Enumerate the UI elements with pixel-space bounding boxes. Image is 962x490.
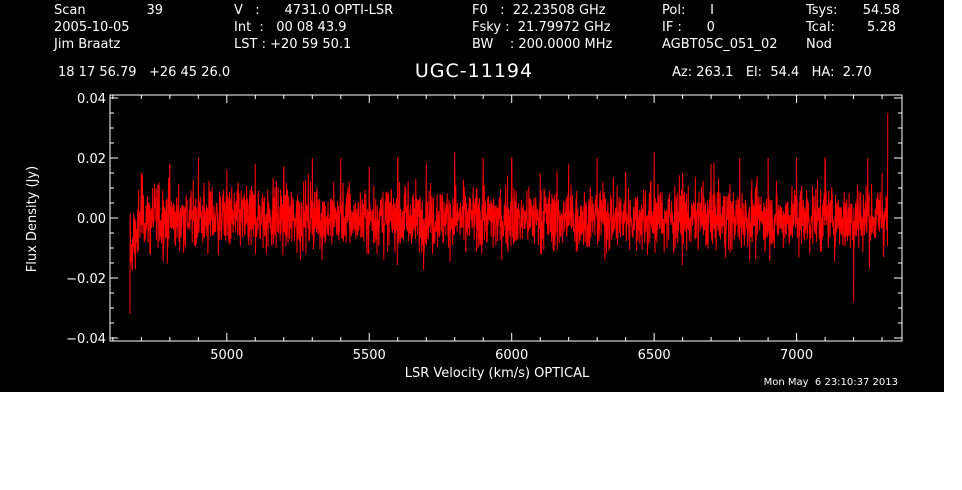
bandwidth-readout: BW : 200.0000 MHz bbox=[472, 37, 613, 52]
plot-timestamp: Mon May 6 23:10:37 2013 bbox=[763, 377, 898, 388]
scan-label: Scan bbox=[54, 3, 86, 18]
tcal-value: 5.28 bbox=[867, 20, 896, 35]
scan-number: 39 bbox=[146, 3, 163, 18]
y-tick-label: −0.02 bbox=[66, 272, 106, 287]
y-axis-label: Flux Density (Jy) bbox=[25, 166, 40, 272]
project-id: AGBT05C_051_02 bbox=[662, 37, 778, 52]
spectrum-trace bbox=[129, 112, 889, 315]
lst-readout: LST : +20 59 50.1 bbox=[234, 37, 352, 52]
observer-name: Jim Braatz bbox=[54, 37, 121, 52]
axis-ticks: 5000 5500 6000 6500 7000 −0.04 −0.02 0.00 0.02 0.… bbox=[66, 92, 902, 363]
velocity-readout: V : 4731.0 OPTI-LSR bbox=[234, 3, 394, 18]
x-tick-label: 6500 bbox=[638, 348, 671, 363]
if-readout: IF : 0 bbox=[662, 20, 715, 35]
x-tick-label: 5500 bbox=[353, 348, 386, 363]
x-axis-label: LSR Velocity (km/s) OPTICAL bbox=[405, 366, 590, 381]
tsys-label: Tsys: bbox=[806, 3, 838, 18]
x-tick-label: 7000 bbox=[780, 348, 813, 363]
observation-date: 2005-10-05 bbox=[54, 20, 130, 35]
plot-window: 5000 5500 6000 6500 7000 −0.04 −0.02 0.00 0.02 0.… bbox=[0, 0, 944, 392]
switching-mode: Nod bbox=[806, 37, 832, 52]
y-tick-label: 0.02 bbox=[77, 152, 106, 167]
tcal-label: Tcal: bbox=[806, 20, 835, 35]
x-tick-label: 5000 bbox=[210, 348, 243, 363]
rest-frequency-readout: F0 : 22.23508 GHz bbox=[472, 3, 606, 18]
integration-readout: Int : 00 08 43.9 bbox=[234, 20, 347, 35]
chart-title: UGC-11194 bbox=[414, 60, 534, 82]
pointing-readout: Az: 263.1 El: 54.4 HA: 2.70 bbox=[672, 65, 872, 80]
spectrum-trace-layer bbox=[129, 112, 889, 315]
spectrum-chart: 5000 5500 6000 6500 7000 −0.04 −0.02 0.00 0.02 0.… bbox=[25, 92, 903, 381]
y-tick-label: −0.04 bbox=[66, 332, 106, 347]
y-tick-label: 0.00 bbox=[77, 212, 106, 227]
sky-frequency-readout: Fsky : 21.79972 GHz bbox=[472, 20, 611, 35]
y-tick-label: 0.04 bbox=[77, 92, 106, 107]
x-tick-label: 6000 bbox=[495, 348, 528, 363]
tsys-value: 54.58 bbox=[862, 3, 900, 18]
source-coordinates: 18 17 56.79 +26 45 26.0 bbox=[58, 65, 231, 80]
polarization-readout: Pol: I bbox=[662, 3, 714, 18]
